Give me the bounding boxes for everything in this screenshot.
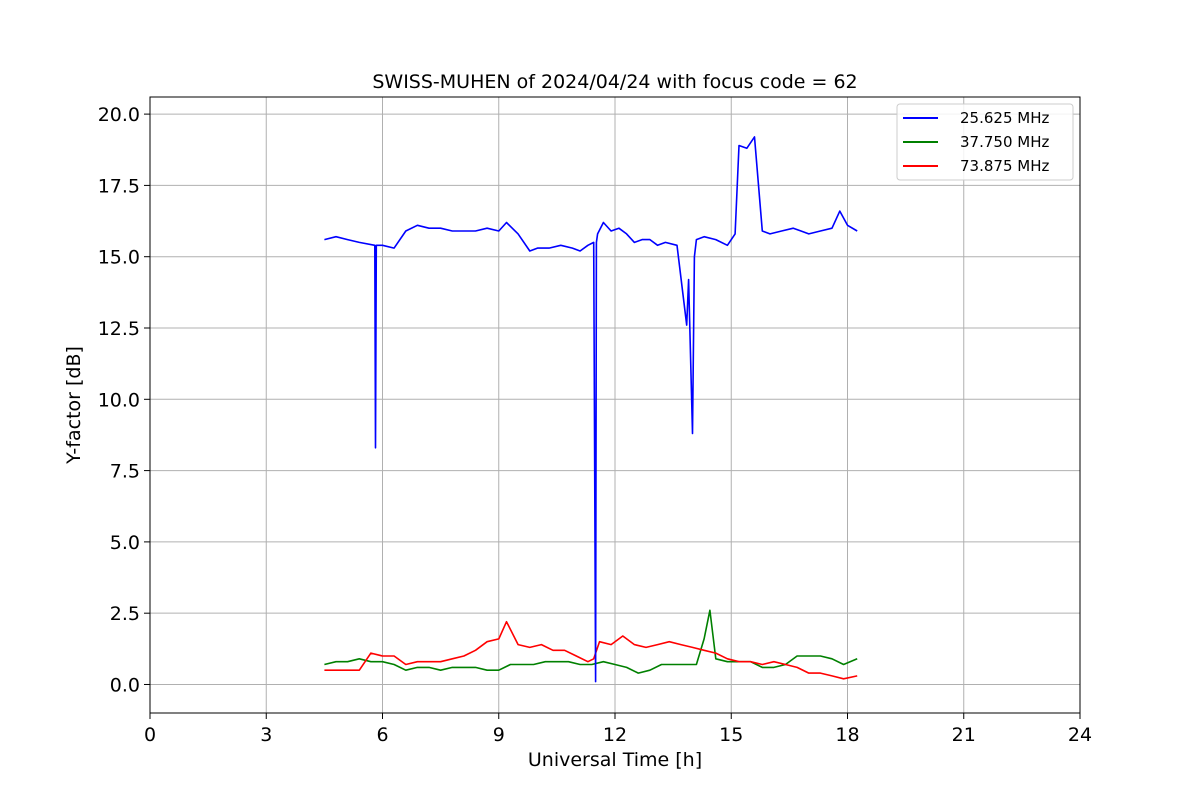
legend: 25.625 MHz 37.750 MHz 73.875 MHz xyxy=(896,103,1074,181)
y-axis-label: Y-factor [dB] xyxy=(63,346,85,465)
x-tick-label: 3 xyxy=(260,724,272,746)
series-line-73-875-mhz xyxy=(324,620,858,680)
grid xyxy=(149,97,1081,713)
y-tick-label: 0.0 xyxy=(110,674,140,696)
x-tick-label: 18 xyxy=(835,724,859,746)
chart-title: SWISS-MUHEN of 2024/04/24 with focus cod… xyxy=(372,71,857,93)
x-tick-label: 0 xyxy=(144,724,156,746)
x-tick-label: 21 xyxy=(952,724,976,746)
y-tick-label: 17.5 xyxy=(98,175,140,197)
x-tick-label: 15 xyxy=(719,724,743,746)
y-tick-label: 10.0 xyxy=(98,389,140,411)
legend-label: 73.875 MHz xyxy=(960,157,1049,175)
y-tick-label: 7.5 xyxy=(110,461,140,483)
legend-label: 37.750 MHz xyxy=(960,133,1049,151)
series-line-25-625-mhz xyxy=(324,136,858,683)
x-tick-label: 12 xyxy=(603,724,627,746)
legend-box xyxy=(896,103,1074,181)
legend-label: 25.625 MHz xyxy=(960,109,1049,127)
y-tick-label: 15.0 xyxy=(98,247,140,269)
x-tick-label: 9 xyxy=(493,724,505,746)
series-line-37-750-mhz xyxy=(324,609,858,674)
y-tick-label: 12.5 xyxy=(98,318,140,340)
y-tick-label: 20.0 xyxy=(98,104,140,126)
series-lines xyxy=(324,136,858,683)
x-tick-label: 6 xyxy=(376,724,388,746)
y-tick-label: 5.0 xyxy=(110,532,140,554)
x-tick-label: 24 xyxy=(1068,724,1092,746)
x-axis-label: Universal Time [h] xyxy=(528,749,702,771)
y-tick-label: 2.5 xyxy=(110,603,140,625)
x-axis-ticks: 0 3 6 9 12 15 18 21 24 xyxy=(144,713,1092,746)
y-axis-ticks: 0.0 2.5 5.0 7.5 10.0 12.5 15.0 17.5 20.0 xyxy=(98,104,150,696)
plot-area: 0 3 6 9 12 15 18 21 24 0.0 2.5 5.0 7.5 10.0 12.5 15.0 1… xyxy=(98,96,1092,746)
